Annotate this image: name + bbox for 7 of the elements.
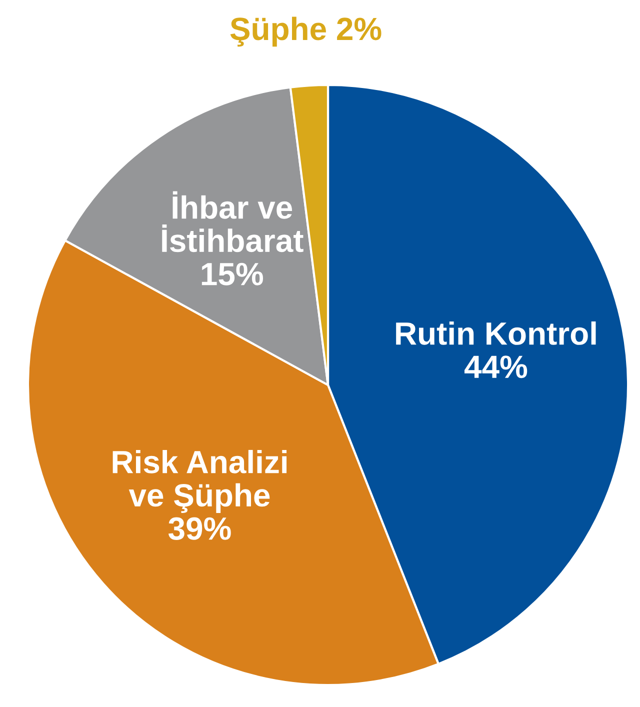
slice-label: Rutin Kontrol <box>396 321 596 345</box>
data-label: 39% <box>168 517 231 540</box>
slice-label: İhbar ve İstihbarat <box>162 191 304 252</box>
slice-label: Şüphe 2% <box>230 16 382 47</box>
slice-label: Risk Analizi ve Şüphe <box>112 450 287 513</box>
data-label: 44% <box>464 356 528 378</box>
data-label: 15% <box>202 262 264 286</box>
